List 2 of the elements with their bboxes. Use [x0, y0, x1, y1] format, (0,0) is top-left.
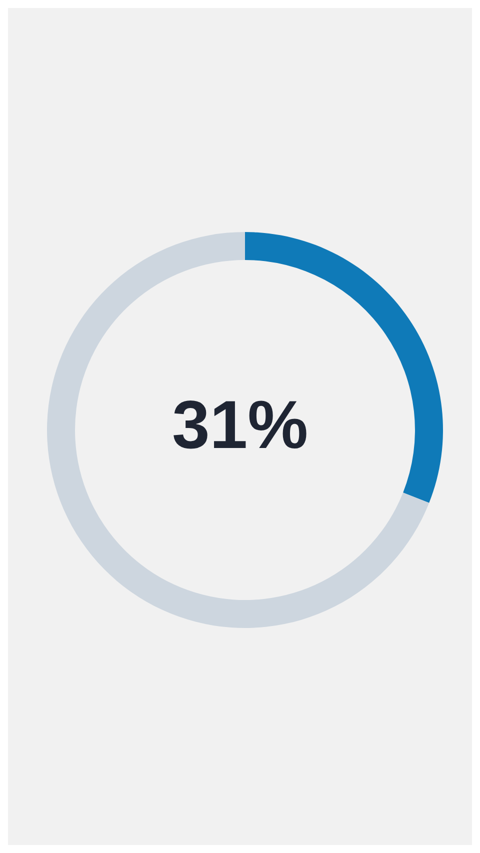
donut-slice: [47, 232, 430, 628]
text: 31%: [170, 386, 310, 465]
